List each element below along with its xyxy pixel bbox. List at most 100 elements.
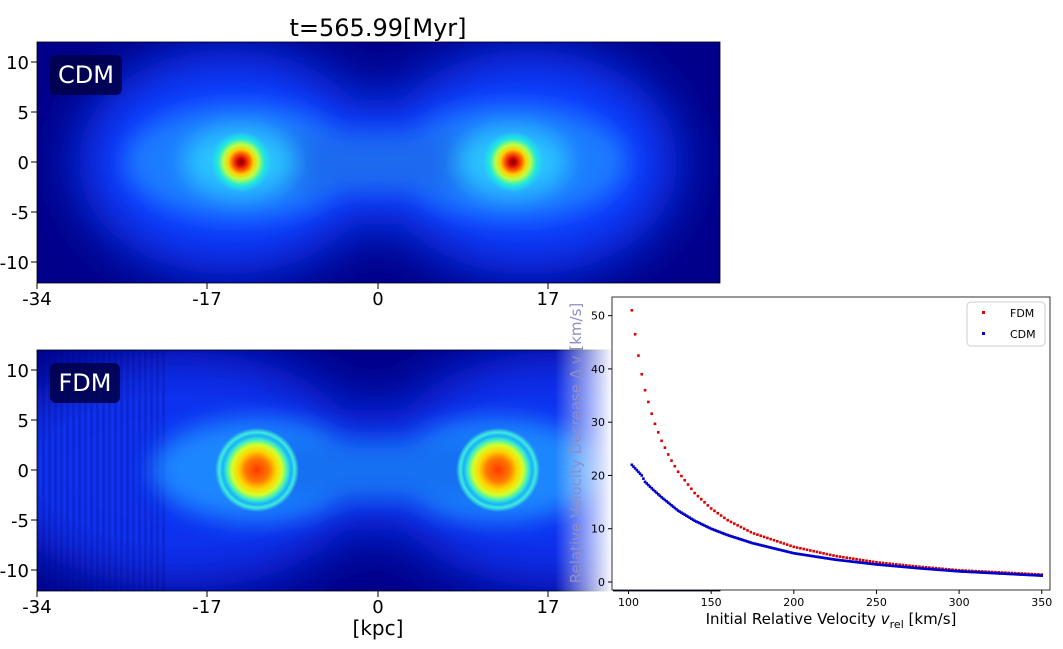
scatter-y-label: Relative Velocity Decrease Δ v [km/s]: [567, 303, 585, 584]
cdm-point: [966, 570, 969, 574]
cdm-right-core: [483, 132, 543, 192]
scatter-points: [630, 309, 1044, 577]
cdm-point: [804, 553, 807, 557]
cdm-point: [1040, 574, 1044, 577]
cdm-point: [694, 520, 698, 523]
fdm-point: [696, 494, 700, 498]
cdm-point: [949, 569, 953, 573]
fdm-xtick-label: -17: [192, 597, 221, 618]
fdm-point: [881, 561, 885, 565]
fdm-point: [934, 566, 938, 570]
cdm-ytick-label: 0: [18, 153, 29, 174]
fdm-point: [812, 549, 815, 553]
cdm-point: [630, 463, 634, 467]
fdm-point: [789, 544, 792, 548]
fdm-point: [818, 551, 822, 554]
fdm-point: [650, 412, 653, 415]
cdm-point: [817, 555, 820, 559]
cdm-point: [721, 531, 725, 535]
cdm-point: [994, 571, 997, 575]
cdm-point: [746, 540, 749, 543]
cdm-point: [911, 566, 915, 570]
cdm-point: [812, 555, 815, 558]
cdm-point: [847, 559, 850, 563]
cdm-point: [1038, 574, 1042, 577]
cdm-point: [1010, 572, 1014, 576]
fdm-point: [666, 453, 670, 456]
cdm-point: [681, 512, 685, 515]
cdm-point: [937, 568, 941, 572]
cdm-point: [764, 545, 768, 548]
fdm-point: [653, 422, 657, 426]
cdm-point: [863, 561, 867, 565]
cdm-point: [898, 565, 901, 568]
cdm-point: [744, 539, 748, 543]
cdm-point: [656, 493, 660, 496]
cdm-point: [934, 568, 938, 571]
cdm-point: [971, 570, 974, 574]
fdm-point: [709, 507, 713, 510]
cdm-point: [805, 553, 809, 557]
cdm-point: [931, 568, 934, 571]
cdm-point: [728, 534, 731, 537]
scatter-ytick-label: 30: [591, 416, 605, 429]
fdm-point: [868, 559, 872, 563]
cdm-point: [772, 547, 776, 550]
scatter-x-label-units: [km/s]: [909, 610, 957, 628]
fdm-point: [637, 354, 640, 357]
fdm-point: [782, 542, 786, 545]
cdm-point: [878, 563, 882, 567]
fdm-point: [825, 552, 829, 556]
fdm-label: FDM: [59, 369, 112, 397]
cdm-point: [666, 501, 670, 504]
cdm-point: [686, 515, 690, 518]
cdm-point: [852, 560, 855, 564]
figure-title: t=565.99[Myr]: [290, 14, 467, 42]
cdm-point: [886, 564, 890, 567]
cdm-point: [706, 525, 710, 529]
cdm-point: [683, 513, 687, 516]
cdm-point: [838, 558, 842, 562]
fdm-point: [713, 509, 716, 513]
cdm-point: [843, 559, 847, 563]
cdm-point: [893, 564, 896, 568]
cdm-point: [875, 563, 878, 566]
cdm-point: [635, 468, 639, 472]
cdm-point: [919, 567, 923, 570]
cdm-point: [714, 529, 718, 532]
cdm-point: [797, 552, 801, 556]
cdm-point: [842, 559, 845, 562]
cdm-point: [642, 477, 645, 480]
cdm-point: [771, 546, 774, 550]
cdm-point: [676, 509, 680, 512]
fdm-point: [842, 555, 845, 559]
cdm-point: [638, 472, 642, 475]
cdm-point: [703, 524, 706, 527]
fdm-point: [809, 549, 812, 552]
scatter-xtick-label: 300: [949, 596, 970, 609]
cdm-point: [820, 556, 824, 559]
fdm-point: [680, 474, 683, 478]
cdm-point: [909, 566, 913, 569]
cdm-point: [752, 542, 756, 545]
cdm-point: [757, 543, 761, 547]
fdm-left-soliton: [215, 428, 299, 512]
cdm-point: [799, 552, 802, 556]
cdm-point: [699, 522, 703, 526]
cdm-point: [1027, 573, 1030, 577]
cdm-point: [1033, 573, 1037, 577]
fdm-label-box: [50, 363, 120, 403]
fdm-point: [752, 532, 756, 535]
cdm-point: [652, 488, 655, 492]
scatter-ytick-label: 0: [598, 576, 605, 589]
cdm-label: CDM: [58, 61, 114, 89]
cdm-point: [967, 570, 971, 574]
cdm-point: [957, 570, 961, 573]
cdm-point: [926, 567, 929, 571]
cdm-point: [997, 572, 1001, 575]
cdm-ytick-label: -10: [0, 253, 29, 274]
cdm-left-core: [211, 132, 271, 192]
cdm-point: [688, 516, 691, 520]
cdm-point: [736, 537, 739, 540]
cdm-point: [726, 533, 729, 537]
